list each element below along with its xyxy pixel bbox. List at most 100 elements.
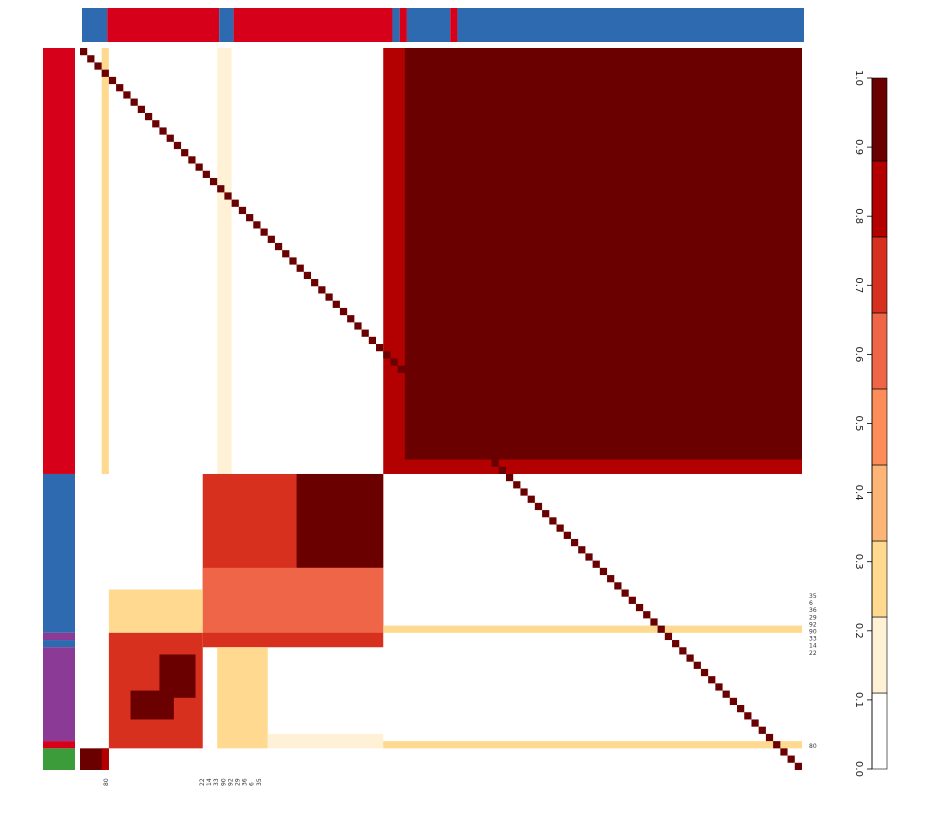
diagonal-cell xyxy=(621,589,629,597)
diagonal-cell xyxy=(585,553,593,561)
diagonal-cell xyxy=(289,257,297,265)
column-label: 6 xyxy=(249,782,256,786)
diagonal-cell xyxy=(729,697,738,706)
diagonal-cell xyxy=(130,98,138,106)
diagonal-cell xyxy=(383,351,391,359)
column-annotation-segment xyxy=(450,8,458,42)
diagonal-cell xyxy=(693,661,701,669)
legend-color-bin xyxy=(871,464,888,542)
heatmap-cell-block xyxy=(108,589,203,633)
diagonal-cell xyxy=(787,755,795,763)
row-label: 36 xyxy=(809,607,817,614)
diagonal-cell xyxy=(224,192,232,200)
legend-color-bin xyxy=(871,160,888,238)
column-label: 33 xyxy=(213,778,220,786)
diagonal-cell xyxy=(318,286,326,294)
diagonal-cell xyxy=(368,336,377,345)
diagonal-cell xyxy=(469,437,478,446)
diagonal-cell xyxy=(549,517,557,525)
diagonal-cell xyxy=(361,329,369,337)
diagonal-cell xyxy=(570,538,579,547)
row-label: 35 xyxy=(809,593,817,600)
diagonal-cell xyxy=(332,300,340,308)
row-label: 90 xyxy=(809,629,817,636)
column-label: 80 xyxy=(103,778,110,786)
row-label: 92 xyxy=(809,621,817,628)
row-label: 29 xyxy=(809,614,817,621)
column-annotation-bar xyxy=(82,8,804,42)
diagonal-cell xyxy=(101,69,109,77)
legend-color-bin xyxy=(871,540,888,618)
row-annotation-segment xyxy=(43,748,75,770)
column-annotation-segment xyxy=(392,8,400,42)
heatmap-cell-block xyxy=(404,48,802,460)
diagonal-cell xyxy=(412,380,420,388)
diagonal-cell xyxy=(94,62,102,70)
row-label: 14 xyxy=(809,643,817,650)
diagonal-cell xyxy=(339,307,348,316)
legend-tick-label: 0.8 xyxy=(853,208,864,224)
column-label: 92 xyxy=(227,778,234,786)
heatmap-cell-block xyxy=(159,654,196,698)
legend-tick-label: 0.9 xyxy=(853,139,864,155)
row-annotation-segment xyxy=(43,48,75,474)
column-annotation-segment xyxy=(82,8,108,42)
diagonal-cell xyxy=(578,546,586,554)
diagonal-cell xyxy=(426,394,434,402)
column-annotation-segment xyxy=(219,8,234,42)
diagonal-cell xyxy=(780,748,788,756)
legend-color-bin xyxy=(871,388,888,466)
heatmap-cell-block xyxy=(383,741,802,749)
diagonal-cell xyxy=(173,141,182,150)
diagonal-cell xyxy=(209,177,218,186)
diagonal-cell xyxy=(267,235,275,243)
diagonal-cell xyxy=(679,647,687,655)
row-annotation-segment xyxy=(43,632,75,641)
diagonal-cell xyxy=(441,409,449,417)
diagonal-cell xyxy=(354,322,362,330)
row-annotation-bar xyxy=(43,48,75,770)
diagonal-cell xyxy=(123,91,131,99)
diagonal-cell xyxy=(664,632,673,641)
diagonal-cell xyxy=(484,452,492,460)
diagonal-cell xyxy=(195,163,203,171)
column-label: 14 xyxy=(206,778,213,786)
column-annotation-segment xyxy=(457,8,804,42)
legend-tick-label: 0.7 xyxy=(853,277,864,293)
diagonal-cell xyxy=(433,401,441,409)
column-label: 29 xyxy=(235,778,242,786)
diagonal-cell xyxy=(722,690,730,698)
heatmap-cell-block xyxy=(101,48,109,474)
diagonal-cell xyxy=(238,206,247,215)
diagonal-cell xyxy=(181,149,189,157)
diagonal-cell xyxy=(672,640,680,648)
heatmap-cell-block xyxy=(101,748,109,770)
diagonal-cell xyxy=(80,48,88,56)
diagonal-cell xyxy=(347,315,355,323)
diagonal-cell xyxy=(376,344,384,352)
column-label: 22 xyxy=(199,778,206,786)
diagonal-cell xyxy=(296,264,304,272)
diagonal-cell xyxy=(534,502,543,511)
diagonal-cell xyxy=(246,214,254,222)
heatmap-cell-block xyxy=(202,567,384,633)
diagonal-cell xyxy=(708,676,716,684)
diagonal-cell xyxy=(505,473,514,482)
diagonal-cell xyxy=(274,242,283,251)
color-legend: 0.0 0.1 0.2 0.3 0.4 0.5 0.6 0.7 0.8 0.9 1.0 xyxy=(853,70,888,777)
diagonal-cell xyxy=(253,221,261,229)
diagonal-cell xyxy=(144,112,153,121)
diagonal-cell xyxy=(563,531,571,539)
diagonal-cell xyxy=(159,127,167,135)
diagonal-cell xyxy=(87,55,95,63)
diagonal-cell xyxy=(513,481,521,489)
diagonal-cell xyxy=(765,733,774,742)
diagonal-cell xyxy=(137,105,145,113)
diagonal-cell xyxy=(607,575,615,583)
heatmap-cell-block xyxy=(217,647,268,749)
legend-tick-label: 0.1 xyxy=(853,692,864,708)
legend-color-bin xyxy=(871,77,888,162)
diagonal-cell xyxy=(527,495,535,503)
diagonal-cell xyxy=(152,120,160,128)
